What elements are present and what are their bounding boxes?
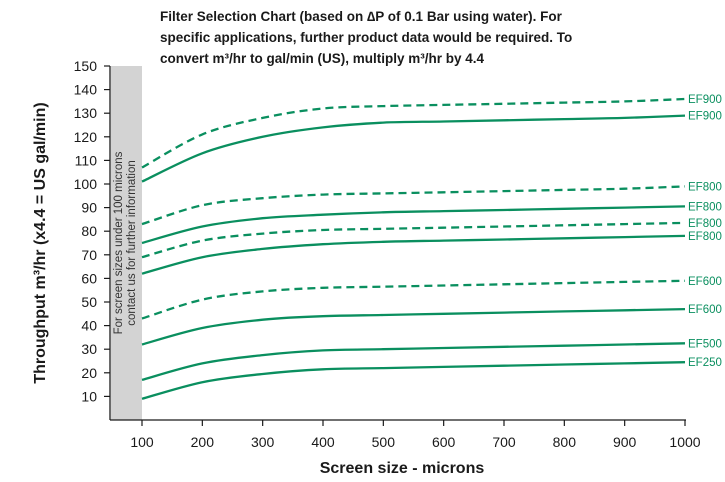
x-tick-label: 300 <box>251 434 275 450</box>
band-note: For screen sizes under 100 microns contac… <box>113 151 138 334</box>
series-label: EF800 <box>688 181 722 193</box>
y-tick-label: 40 <box>81 318 97 334</box>
y-tick-label: 70 <box>81 247 97 263</box>
band-note-line: For screen sizes under 100 microns <box>113 151 125 334</box>
title-line: specific applications, further product d… <box>160 30 572 45</box>
y-tick-label: 140 <box>74 82 98 98</box>
y-axis-title: Throughput m³/hr (x4.4 = US gal/min) <box>32 102 49 383</box>
series-label: EF250 <box>688 357 722 369</box>
series-label: EF600 <box>688 276 722 288</box>
series-line-ef900-dashed <box>141 97 686 169</box>
y-tick-label: 60 <box>81 270 97 286</box>
x-tick-label: 800 <box>553 434 577 450</box>
band-note-line: contact us for further information <box>126 160 138 326</box>
series-line-ef600-solid <box>141 307 686 346</box>
y-axis: 10 20 30 40 50 60 70 80 90 100 110 120 130 140 150 <box>74 58 111 420</box>
series-line-ef800-dashed <box>141 185 686 226</box>
x-tick-label: 1000 <box>669 434 700 450</box>
series-label: EF600 <box>688 304 722 316</box>
series-line-ef800-solid <box>141 234 686 275</box>
series-line-ef800-dashed <box>141 221 686 259</box>
series-line-ef500-solid <box>141 342 686 382</box>
y-tick-label: 150 <box>74 58 98 74</box>
y-tick-label: 50 <box>81 294 97 310</box>
x-axis-title: Screen size - microns <box>320 460 485 477</box>
y-tick-label: 130 <box>74 105 98 121</box>
x-tick-label: 200 <box>191 434 215 450</box>
title-line: convert m³/hr to gal/min (US), multiply … <box>160 51 485 66</box>
series-lines <box>141 97 686 400</box>
series-label: EF500 <box>688 338 722 350</box>
series-line-ef600-dashed <box>141 279 686 320</box>
series-label: EF800 <box>688 218 722 230</box>
y-tick-label: 90 <box>81 200 97 216</box>
y-tick-label: 120 <box>74 129 98 145</box>
series-label: EF800 <box>688 231 722 243</box>
x-tick-label: 600 <box>432 434 456 450</box>
y-tick-label: 110 <box>75 152 98 168</box>
series-line-ef900-solid <box>141 114 686 183</box>
y-tick-label: 30 <box>81 341 97 357</box>
y-tick-label: 80 <box>81 223 97 239</box>
y-tick-label: 20 <box>81 365 97 381</box>
series-line-ef250-solid <box>141 361 686 400</box>
x-axis: 100 200 300 400 500 600 700 800 900 1000 <box>110 419 701 450</box>
x-tick-label: 400 <box>311 434 335 450</box>
y-tick-label: 10 <box>81 388 97 404</box>
series-label: EF800 <box>688 201 722 213</box>
y-tick-label: 100 <box>74 176 98 192</box>
x-tick-label: 900 <box>613 434 637 450</box>
title-line: Filter Selection Chart (based on ∆P of 0… <box>160 9 563 24</box>
chart-title: Filter Selection Chart (based on ∆P of 0… <box>160 9 572 66</box>
under-100-microns-band <box>111 66 142 420</box>
series-label: EF900 <box>688 94 722 106</box>
series-labels: EF900EF900EF800EF800EF800EF800EF600EF600… <box>688 94 722 369</box>
x-tick-label: 700 <box>492 434 516 450</box>
series-label: EF900 <box>688 111 722 123</box>
x-tick-label: 500 <box>372 434 396 450</box>
x-tick-label: 100 <box>130 434 154 450</box>
series-line-ef800-solid <box>141 205 686 245</box>
